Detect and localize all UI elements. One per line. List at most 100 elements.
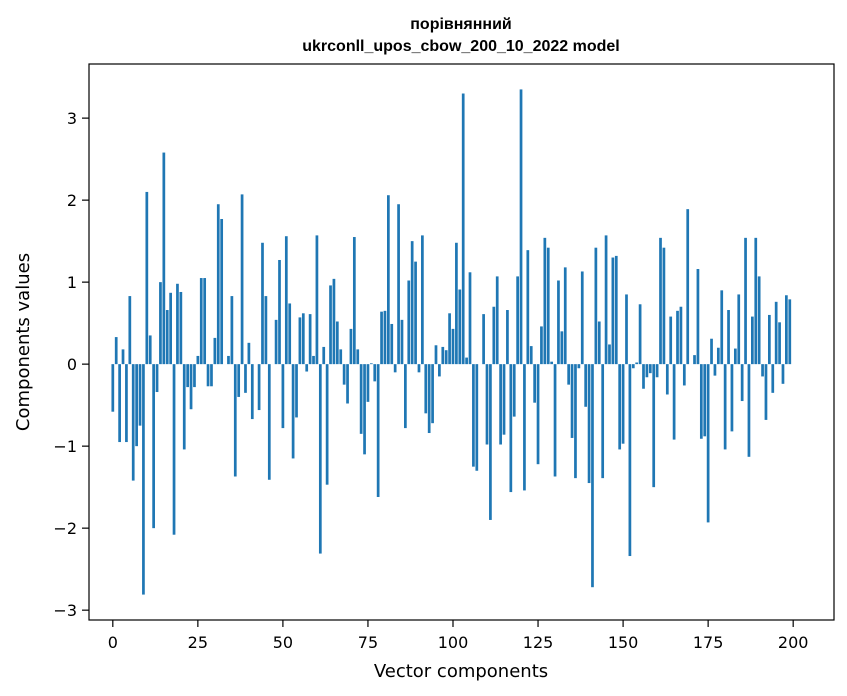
bar (165, 310, 169, 365)
bar (608, 344, 611, 365)
bar (751, 316, 754, 365)
bar (342, 364, 346, 385)
y-tick-label: −1 (53, 437, 77, 456)
bar (475, 364, 479, 471)
bar (567, 364, 571, 385)
bar (785, 295, 788, 365)
bar (451, 328, 455, 365)
bar (421, 235, 424, 365)
x-axis-label: Vector components (374, 661, 548, 682)
bar (546, 247, 550, 365)
bar (587, 364, 591, 484)
bar (397, 204, 400, 365)
bar (543, 237, 547, 365)
bar (203, 278, 207, 365)
bar (631, 364, 635, 369)
bar (645, 364, 649, 378)
bar (523, 364, 526, 491)
bar (383, 310, 387, 365)
bar (131, 364, 135, 481)
y-tick-label: 1 (67, 273, 77, 292)
bar (659, 237, 662, 365)
bar (550, 361, 554, 365)
bar (220, 218, 224, 365)
bar (679, 306, 683, 365)
bar (288, 303, 292, 365)
bar (431, 364, 434, 424)
bar (376, 364, 380, 497)
bar (281, 364, 285, 429)
bar (529, 346, 533, 365)
bar (764, 364, 768, 420)
bar (601, 364, 605, 479)
bar (448, 313, 451, 365)
bar (274, 319, 278, 365)
bar (540, 326, 543, 365)
bar (696, 269, 700, 365)
bar (369, 363, 373, 365)
bar (723, 364, 727, 450)
bar (774, 301, 778, 365)
x-tick-label: 75 (358, 633, 378, 652)
bar (250, 364, 254, 420)
bar (111, 364, 115, 412)
bar (359, 364, 363, 434)
bar (301, 313, 305, 365)
bar (193, 364, 196, 388)
y-axis-ticks: −3 −2 −1 0 1 2 3 (53, 109, 89, 620)
bar (121, 349, 125, 365)
bar (594, 247, 598, 365)
bar (142, 364, 145, 595)
chart-title-line-1: порівнянний (410, 16, 512, 33)
x-tick-label: 0 (108, 633, 118, 652)
bar (322, 346, 326, 365)
bar (233, 364, 237, 477)
bar (196, 355, 200, 365)
bar (604, 235, 608, 365)
bar (499, 364, 502, 445)
bar (584, 364, 588, 407)
bar (298, 317, 302, 365)
bar (676, 310, 679, 365)
bar (284, 236, 288, 365)
bar (295, 364, 298, 418)
bar (179, 291, 183, 365)
bars-group (111, 89, 792, 595)
bar (169, 292, 172, 365)
bar (267, 364, 271, 480)
bar (727, 310, 730, 365)
bar (778, 322, 781, 365)
bar (495, 276, 499, 365)
bar (614, 255, 618, 365)
bar (730, 364, 734, 432)
bar (536, 364, 540, 465)
x-tick-label: 125 (523, 633, 554, 652)
bar (400, 319, 404, 365)
bar (414, 261, 417, 365)
x-axis-ticks: 0 25 50 75 100 125 150 175 200 (108, 620, 808, 652)
bar (352, 237, 356, 365)
bar (655, 364, 659, 378)
bar (206, 364, 210, 387)
bar (339, 349, 343, 365)
bar (257, 364, 261, 411)
bar (465, 357, 468, 365)
bar (710, 338, 713, 365)
bar (761, 364, 764, 377)
bar (625, 294, 628, 365)
bar (458, 289, 462, 365)
bar (261, 242, 264, 365)
bar (628, 364, 632, 557)
bar (672, 364, 676, 440)
bar (611, 257, 615, 365)
bar (176, 283, 179, 365)
x-tick-label: 175 (693, 633, 724, 652)
bar (363, 364, 366, 455)
bar (114, 337, 118, 365)
bar (720, 290, 724, 365)
bar (648, 364, 652, 374)
x-tick-label: 150 (608, 633, 639, 652)
y-tick-label: 2 (67, 191, 77, 210)
bar (533, 364, 536, 403)
bar (318, 364, 322, 554)
